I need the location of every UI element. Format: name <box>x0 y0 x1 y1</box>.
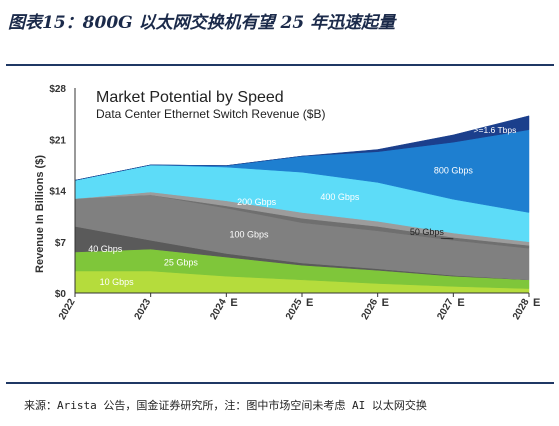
series-label-40-gbps: 40 Gbps <box>88 244 123 254</box>
x-tick-label: 2026 <box>360 297 381 322</box>
series-label-200-gbps: 200 Gbps <box>237 197 277 207</box>
x-tick-suffix: E <box>230 297 237 309</box>
figure-title: 图表15：800G 以太网交换机有望 25 年迅速起量 <box>8 13 396 33</box>
y-tick-label: $0 <box>55 289 67 300</box>
x-tick-label: 2028 <box>511 297 532 322</box>
area-series-group <box>74 115 530 294</box>
series-label-50-gbps: 50 Gbps <box>410 227 445 237</box>
x-tick-label: 2022 <box>57 297 78 322</box>
series-label-100-gbps: 100 Gbps <box>230 229 270 239</box>
bottom-divider <box>6 382 554 384</box>
x-tick-label: 2024 <box>208 297 229 322</box>
y-tick-label: $7 <box>55 238 67 249</box>
series-label-400-gbps: 400 Gbps <box>320 192 360 202</box>
x-tick-label: 2023 <box>133 297 154 322</box>
y-tick-label: $14 <box>49 187 66 198</box>
y-axis-title: Revenue In Billions ($) <box>34 155 46 273</box>
top-divider <box>6 64 554 66</box>
revenue-area-chart: $0$7$14$21$28 2022 2023 2024 E 2025 E 2026 E 202… <box>34 84 540 322</box>
series-labels: >=1.6 Tbps 800 Gbps 400 Gbps 200 Gbps 100 Gb… <box>88 125 516 287</box>
y-tick-label: $21 <box>49 135 66 146</box>
x-tick-suffix: E <box>382 297 389 309</box>
area-gte-1-6-tbps <box>74 115 530 181</box>
x-tick-suffix: E <box>457 297 464 309</box>
x-tick-labels: 2022 2023 2024 E 2025 E 2026 E 2027 E 2028 E <box>57 293 540 322</box>
y-tick-labels: $0 $7 $14 $21 $28 <box>49 84 66 300</box>
x-tick-label: 2025 <box>284 297 305 322</box>
chart-title: Market Potential by Speed <box>96 89 284 106</box>
source-note: 来源：Arista 公告，国金证券研究所，注：图中市场空间未考虑 AI 以太网交… <box>24 399 427 412</box>
x-tick-suffix: E <box>533 297 540 309</box>
series-label-25-gbps: 25 Gbps <box>164 258 199 268</box>
chart-subtitle: Data Center Ethernet Switch Revenue ($B) <box>96 107 325 121</box>
x-tick-label: 2027 <box>435 297 456 322</box>
y-tick-label: $28 <box>49 84 66 95</box>
series-label-10-gbps: 10 Gbps <box>100 277 135 287</box>
leader-line-50-gbps <box>440 237 454 240</box>
series-label-800-gbps: 800 Gbps <box>434 166 474 176</box>
series-label-gte-1-6-tbps: >=1.6 Tbps <box>474 125 517 135</box>
x-tick-suffix: E <box>306 297 313 309</box>
